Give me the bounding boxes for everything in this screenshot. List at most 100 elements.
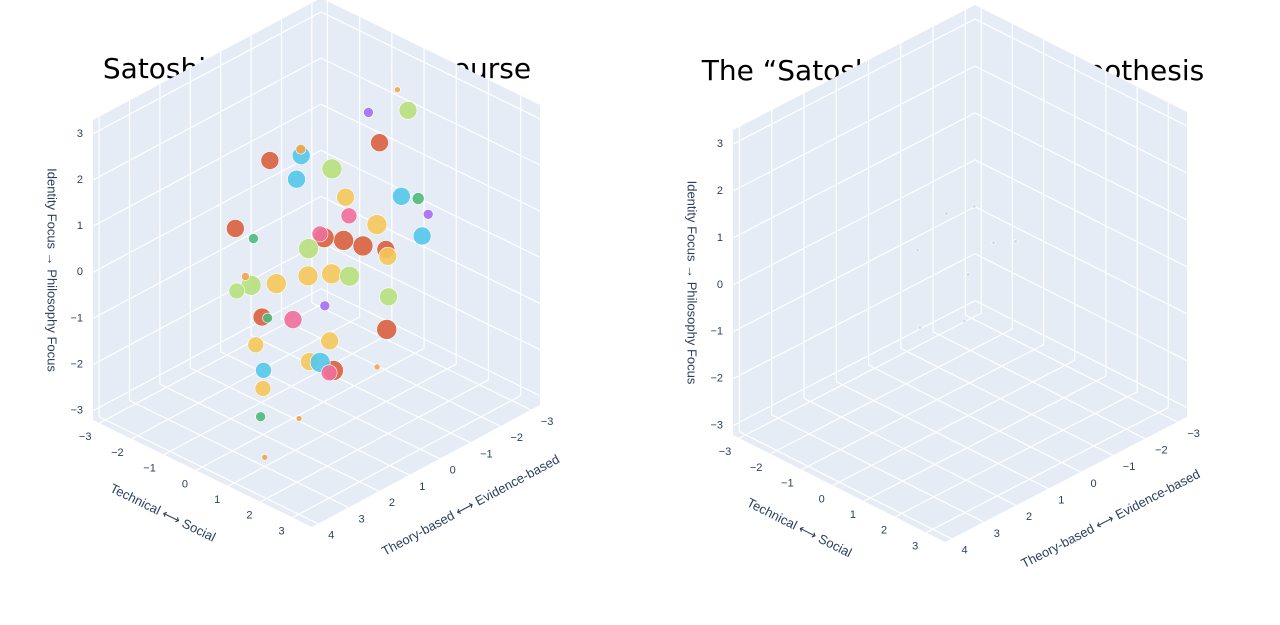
bubble — [320, 331, 339, 351]
y-tick-label: 0 — [1091, 478, 1097, 490]
grid-line — [92, 103, 322, 227]
y-tick-label: 3 — [358, 513, 364, 525]
z-axis-title: Identity Focus → Philosophy Focus — [45, 168, 60, 372]
z-tick-label: 3 — [77, 128, 83, 140]
bubble — [226, 219, 245, 238]
x-tick-label: 2 — [881, 525, 887, 537]
bubble — [373, 363, 381, 371]
bubble — [392, 187, 411, 206]
x-tick-label: −1 — [781, 478, 794, 490]
x-tick-label: 3 — [279, 525, 285, 537]
x-tick-label: 1 — [850, 509, 856, 521]
x-tick-label: 2 — [246, 510, 252, 522]
x-tick-label: −3 — [79, 431, 92, 443]
bubble — [283, 310, 303, 329]
x-tick-label: 0 — [182, 478, 188, 490]
y-tick-label: 3 — [994, 528, 1000, 540]
grid-line — [260, 379, 489, 503]
bubble — [321, 158, 343, 180]
grid-line — [195, 347, 425, 471]
grid-line — [320, 288, 541, 397]
grid-line — [92, 242, 322, 366]
grid-line — [732, 112, 976, 239]
bubble — [247, 336, 265, 354]
bubble — [241, 272, 250, 281]
y-tick-label: 2 — [389, 497, 395, 509]
z-tick-label: 0 — [717, 279, 723, 291]
wall — [321, 0, 540, 405]
z-tick-label: −3 — [710, 420, 723, 432]
bubble — [991, 240, 997, 246]
bubble — [965, 272, 971, 277]
x-tick-label: 0 — [819, 493, 825, 505]
grid-line — [974, 300, 1188, 409]
grid-line — [292, 395, 521, 519]
y-tick-label: 4 — [961, 545, 967, 557]
y-tick-label: −2 — [510, 432, 523, 444]
y-tick-label: 0 — [450, 465, 456, 477]
grid-line — [863, 375, 1107, 502]
grid-line — [92, 57, 322, 181]
x-tick-label: −2 — [750, 462, 763, 474]
grid-line — [129, 399, 349, 509]
bubble — [295, 415, 303, 422]
z-tick-label: −2 — [710, 373, 723, 385]
bubble — [298, 238, 319, 259]
bubble — [412, 226, 432, 246]
x-tick-label: 3 — [912, 540, 918, 552]
bubble — [422, 208, 434, 220]
y-tick-label: −2 — [1155, 445, 1168, 457]
grid-line — [159, 383, 380, 492]
grid-line — [974, 112, 1188, 221]
bubble — [339, 265, 360, 287]
grid-line — [868, 364, 1081, 473]
x-axis-title: Technical ⟷ Social — [745, 495, 855, 560]
y-tick-label: −1 — [480, 448, 493, 460]
bubble — [376, 319, 398, 340]
grid-line — [770, 328, 1013, 455]
grid-line — [732, 300, 976, 427]
z-tick-label: 0 — [77, 266, 83, 278]
y-tick-label: 4 — [328, 530, 334, 542]
bubble — [262, 312, 273, 324]
y-tick-label: −3 — [1187, 428, 1200, 440]
y-tick-label: 2 — [1026, 511, 1032, 523]
grid-line — [771, 414, 984, 523]
grid-line — [98, 416, 319, 525]
bubble — [915, 247, 921, 253]
x-tick-label: −3 — [719, 446, 732, 458]
grid-line — [320, 57, 541, 166]
bubble — [917, 325, 923, 330]
grid-line — [281, 318, 501, 427]
z-tick-label: 2 — [77, 174, 83, 186]
x-tick-label: 1 — [214, 494, 220, 506]
bubble — [295, 143, 307, 155]
bubble — [1013, 239, 1018, 244]
grid-line — [932, 331, 1146, 440]
bubble — [370, 133, 389, 153]
grid-line — [320, 11, 541, 120]
bubble — [321, 263, 342, 285]
bubble — [363, 107, 374, 118]
z-tick-label: −1 — [710, 326, 723, 338]
grid-line — [974, 65, 1188, 174]
bubble — [255, 362, 272, 379]
z-tick-label: 1 — [717, 232, 723, 244]
grid-line — [738, 312, 982, 439]
y-tick-label: −3 — [541, 416, 554, 428]
bubble — [333, 230, 354, 251]
bubble — [340, 207, 358, 225]
wall — [975, 5, 1187, 417]
bubble — [378, 247, 398, 266]
bubble — [297, 265, 319, 287]
grid-line — [92, 11, 322, 135]
grid-line — [732, 159, 976, 286]
floor — [733, 310, 1187, 542]
y-tick-label: 1 — [419, 481, 425, 493]
z-tick-label: −2 — [70, 359, 83, 371]
grid-line — [803, 397, 1017, 506]
grid-line — [320, 195, 541, 305]
x-axis-title: Technical ⟷ Social — [108, 480, 218, 544]
grid-line — [320, 242, 541, 351]
grid-line — [832, 359, 1076, 486]
